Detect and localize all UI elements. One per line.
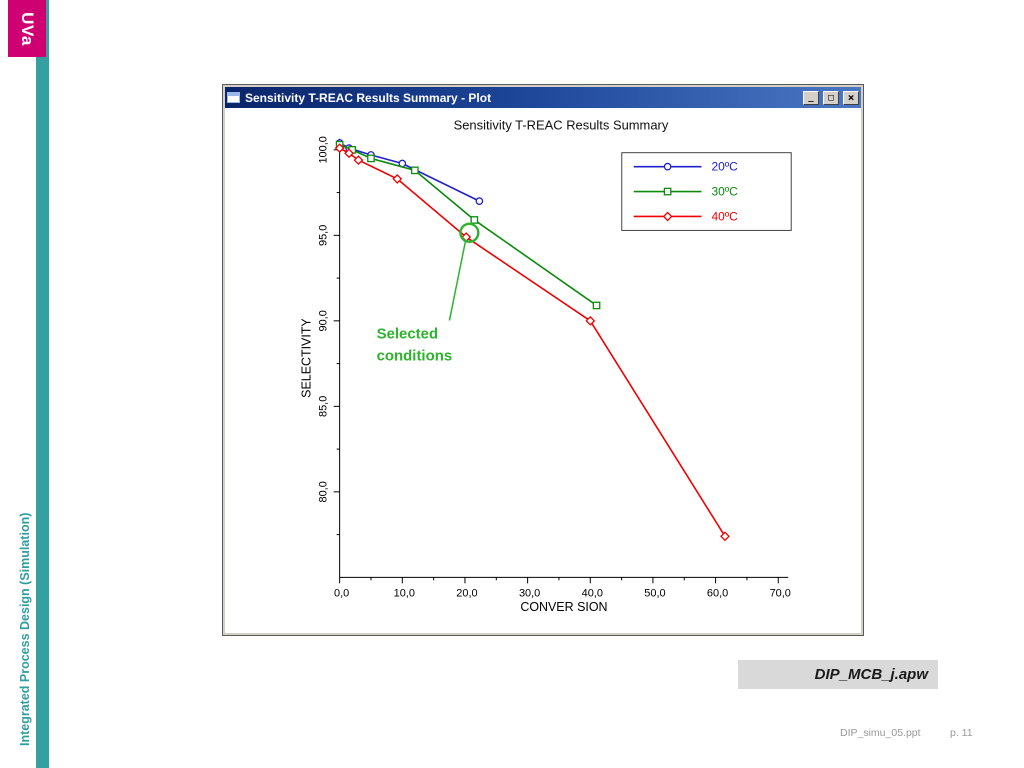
series-marker-40ºC — [392, 174, 403, 184]
y-tick-label: 95,0 — [318, 225, 330, 246]
x-tick-label: 20,0 — [456, 587, 477, 599]
series-line-20ºC — [339, 142, 480, 202]
minimize-button[interactable]: _ — [803, 90, 819, 105]
series-marker-40ºC — [585, 315, 596, 326]
chart: Sensitivity T-REAC Results Summary 0,0 10,… — [300, 118, 792, 614]
sidebar-accent-bar — [36, 0, 49, 768]
x-tick-label: 0,0 — [334, 587, 349, 599]
legend-marker-40ºC — [662, 211, 673, 222]
maximize-button[interactable]: □ — [823, 90, 839, 105]
legend-marker-20ºC — [663, 162, 672, 171]
window-icon — [227, 92, 240, 103]
y-tick-label: 100,0 — [318, 136, 330, 163]
x-tick-label: 30,0 — [519, 587, 540, 599]
filename-box: DIP_MCB_j.apw — [738, 660, 938, 689]
chart-title: Sensitivity T-REAC Results Summary — [454, 118, 669, 133]
annotation-text: Selected conditions — [377, 325, 453, 364]
x-tick-label: 70,0 — [770, 587, 791, 599]
series-marker-40ºC — [353, 155, 364, 166]
x-tick-label: 60,0 — [707, 587, 728, 599]
y-axis-label: SELECTIVITY — [300, 318, 314, 398]
close-button[interactable]: × — [843, 90, 859, 105]
series-marker-30ºC — [410, 166, 419, 175]
x-tick-label: 40,0 — [582, 587, 603, 599]
chart-tspan: Selected — [377, 325, 438, 342]
series-marker-40ºC — [334, 143, 345, 154]
series-marker-20ºC — [475, 197, 484, 205]
sidebar-title: Integrated Process Design (Simulation) — [18, 512, 32, 746]
uva-logo-text: UVa — [17, 11, 37, 46]
y-tick-label: 85,0 — [318, 396, 330, 417]
uva-logo: UVa — [8, 0, 46, 57]
footer-page: p. 11 — [950, 727, 973, 739]
window-title: Sensitivity T-REAC Results Summary - Plo… — [245, 90, 492, 105]
x-tick-label: 10,0 — [394, 587, 415, 599]
plot-body: Sensitivity T-REAC Results Summary 0,0 10,… — [225, 108, 861, 633]
plot-window: Sensitivity T-REAC Results Summary - Plo… — [222, 84, 864, 636]
series-marker-30ºC — [470, 216, 479, 224]
series-marker-30ºC — [592, 301, 601, 310]
x-tick-label: 50,0 — [644, 587, 665, 599]
y-tick-label: 90,0 — [318, 310, 330, 331]
window-title-bar[interactable]: Sensitivity T-REAC Results Summary - Plo… — [225, 87, 861, 108]
legend-label: 40ºC — [711, 209, 738, 223]
x-axis-label: CONVER SION — [520, 600, 607, 614]
selected-point-circle — [459, 222, 480, 243]
legend-label: 20ºC — [711, 160, 738, 174]
series-marker-30ºC — [367, 154, 375, 163]
chart-tspan: conditions — [377, 347, 453, 364]
legend-label: 30ºC — [711, 185, 738, 199]
filename-text: DIP_MCB_j.apw — [814, 666, 928, 683]
y-tick-label: 80,0 — [318, 481, 330, 502]
series-marker-40ºC — [720, 531, 730, 542]
footer-filename: DIP_simu_05.ppt — [840, 727, 921, 739]
annotation-callout-line — [448, 241, 467, 321]
series-marker-40ºC — [344, 148, 354, 159]
legend-marker-30ºC — [663, 187, 672, 196]
